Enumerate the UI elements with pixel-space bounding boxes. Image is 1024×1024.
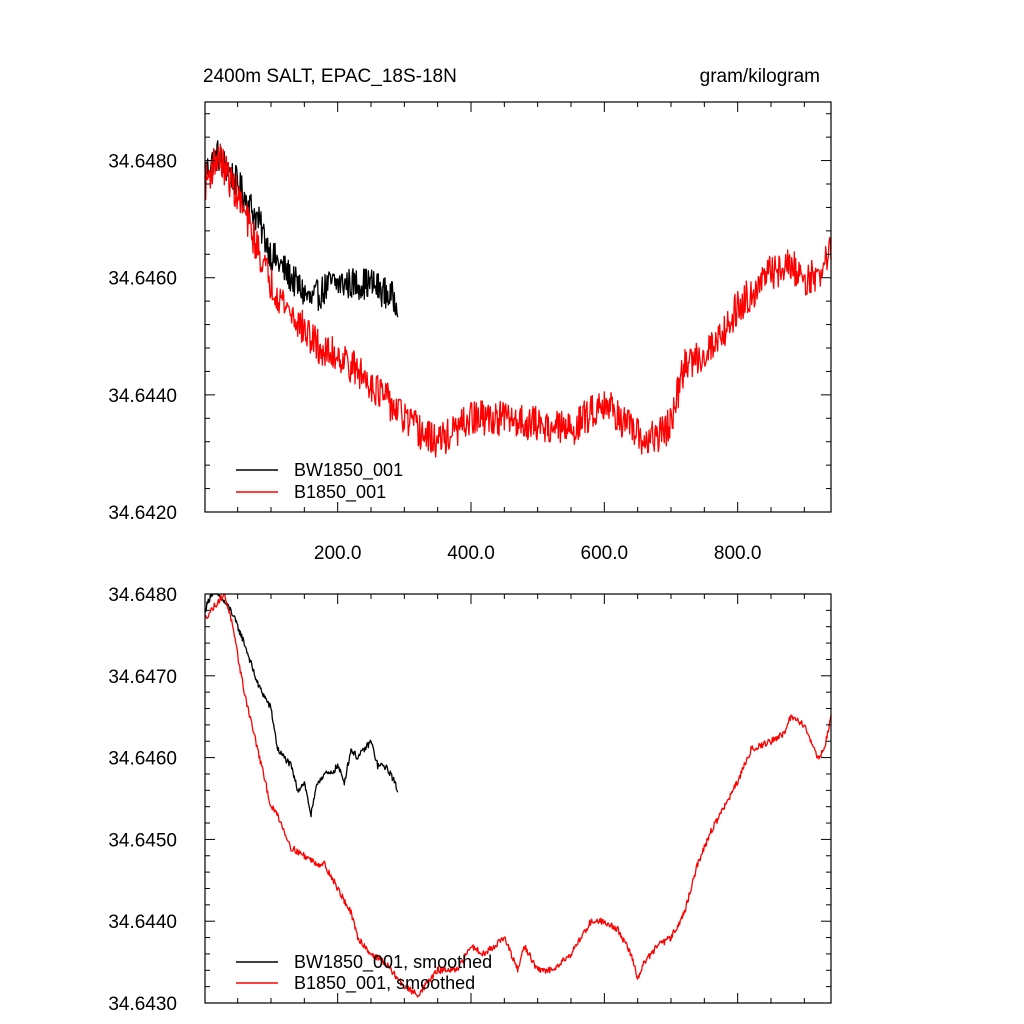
y-tick-label: 34.6470 <box>108 667 177 688</box>
y-tick-label: 34.6480 <box>108 152 177 173</box>
legend-label: BW1850_001 <box>294 460 403 481</box>
y-tick-label: 34.6440 <box>108 912 177 933</box>
plot-frame <box>204 593 832 1004</box>
salinity-smoothed-panel: 34.6430 34.6440 34.6450 34.6460 34.6470 34.64… <box>108 585 832 1015</box>
series-line-0 <box>204 593 399 818</box>
x-tick-label: 800.0 <box>714 543 762 564</box>
series-line-1 <box>204 593 832 998</box>
legend-label: B1850_001, smoothed <box>294 973 475 994</box>
x-tick-label: 200.0 <box>314 543 362 564</box>
y-tick-label: 34.6480 <box>108 585 177 606</box>
y-tick-label: 34.6460 <box>108 269 177 290</box>
figure-units-label: gram/kilogram <box>700 66 820 87</box>
salinity-raw-panel: 200.0 400.0 600.0 800.0 34.6420 34.6440 34.646… <box>108 101 832 564</box>
y-tick-label: 34.6450 <box>108 830 177 851</box>
series-line-1 <box>204 143 832 458</box>
figure-title-left: 2400m SALT, EPAC_18S-18N <box>203 66 457 87</box>
plot-frame <box>204 101 832 513</box>
legend-label: BW1850_001, smoothed <box>294 952 492 973</box>
series-line-0 <box>204 140 399 318</box>
y-tick-label: 34.6440 <box>108 386 177 407</box>
x-tick-label: 400.0 <box>447 543 495 564</box>
x-tick-label: 600.0 <box>581 543 629 564</box>
y-tick-label: 34.6430 <box>108 994 177 1015</box>
y-tick-label: 34.6460 <box>108 749 177 770</box>
y-tick-label: 34.6420 <box>108 503 177 524</box>
legend-label: B1850_001 <box>294 482 386 503</box>
